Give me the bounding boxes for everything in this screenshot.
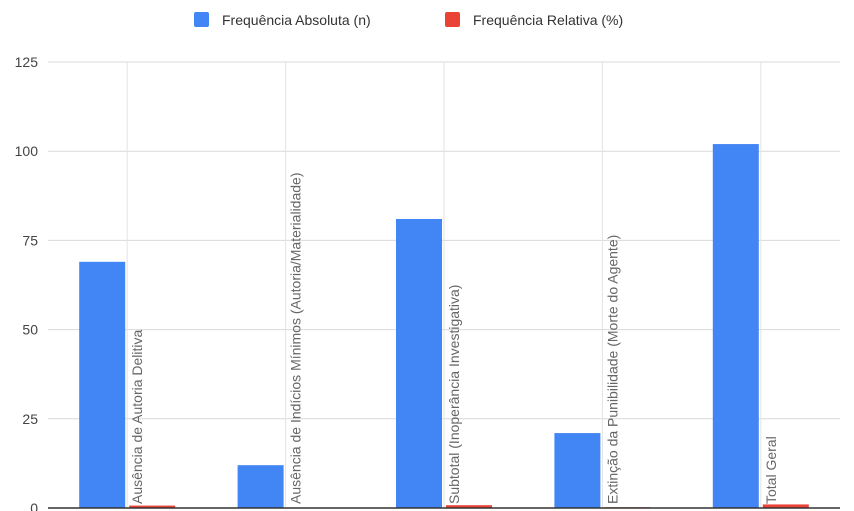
legend: Frequência Absoluta (n) Frequência Relat…	[194, 12, 623, 28]
legend-item-relativa[interactable]: Frequência Relativa (%)	[445, 12, 623, 28]
y-tick-label-25: 25	[22, 411, 38, 427]
bar-relativa-2[interactable]	[446, 505, 492, 508]
bars	[79, 144, 809, 509]
bar-absoluta-4[interactable]	[712, 144, 759, 508]
y-tick-label-100: 100	[15, 143, 39, 159]
bar-relativa-4[interactable]	[762, 504, 809, 508]
category-label-0: Ausência de Autoria Delitiva	[129, 329, 145, 504]
legend-label-absoluta: Frequência Absoluta (n)	[222, 12, 371, 28]
bar-absoluta-0[interactable]	[79, 261, 126, 508]
y-tick-label-125: 125	[15, 54, 39, 70]
legend-item-absoluta[interactable]: Frequência Absoluta (n)	[194, 12, 371, 28]
legend-label-relativa: Frequência Relativa (%)	[473, 12, 623, 28]
y-axis-ticks: 0 25 50 75 100 125	[15, 54, 39, 511]
y-tick-label-50: 50	[22, 322, 38, 338]
category-label-3: Extinção da Punibilidade (Morte do Agent…	[604, 235, 620, 504]
y-tick-label-0: 0	[30, 500, 38, 511]
category-label-4: Total Geral	[763, 436, 779, 504]
gridlines	[48, 61, 840, 508]
y-tick-label-75: 75	[22, 232, 38, 248]
bar-relativa-0[interactable]	[129, 505, 176, 508]
category-label-2: Subtotal (Inoperância Investigativa)	[446, 285, 462, 504]
category-labels: Ausência de Autoria Delitiva Ausência de …	[129, 173, 779, 504]
bar-absoluta-1[interactable]	[237, 465, 284, 508]
legend-swatch-absoluta	[194, 12, 209, 27]
bar-absoluta-3[interactable]	[554, 433, 601, 508]
bar-absoluta-2[interactable]	[396, 218, 442, 508]
legend-swatch-relativa	[445, 12, 460, 27]
category-label-1: Ausência de Indícios Mínimos (Autoria/Ma…	[288, 173, 304, 504]
